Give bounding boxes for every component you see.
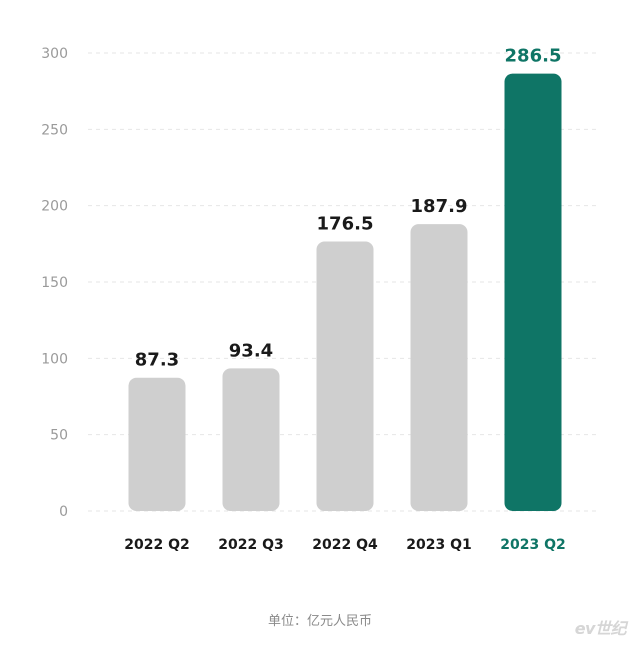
y-tick-label: 300	[41, 46, 68, 62]
bar	[222, 368, 280, 511]
x-tick-label: 2022 Q3	[218, 537, 283, 553]
bar	[128, 377, 186, 511]
bar	[316, 241, 374, 511]
y-tick-label: 50	[50, 428, 68, 444]
x-tick-label: 2022 Q2	[124, 537, 189, 553]
data-label: 286.5	[505, 46, 562, 67]
x-tick-label: 2022 Q4	[312, 537, 378, 553]
y-tick-label: 100	[41, 351, 68, 367]
data-label: 93.4	[229, 340, 273, 361]
bar	[410, 224, 468, 511]
unit-note: 单位：亿元人民币	[267, 614, 372, 629]
x-tick-label: 2023 Q1	[406, 537, 471, 553]
y-tick-label: 250	[41, 122, 68, 138]
data-label: 187.9	[411, 196, 468, 217]
y-tick-label: 200	[41, 199, 68, 215]
x-tick-label: 2023 Q2	[500, 537, 565, 553]
y-tick-label: 150	[41, 275, 68, 291]
data-label: 87.3	[135, 350, 179, 371]
data-label: 176.5	[317, 214, 374, 235]
watermark-logo: ev世纪	[574, 619, 627, 638]
bar	[504, 73, 562, 512]
y-tick-label: 0	[59, 504, 68, 520]
